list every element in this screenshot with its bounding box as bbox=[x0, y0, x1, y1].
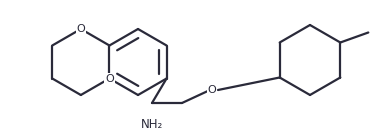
Text: O: O bbox=[105, 74, 114, 84]
Text: O: O bbox=[207, 85, 216, 95]
Text: NH₂: NH₂ bbox=[141, 117, 163, 131]
Text: O: O bbox=[77, 24, 85, 34]
